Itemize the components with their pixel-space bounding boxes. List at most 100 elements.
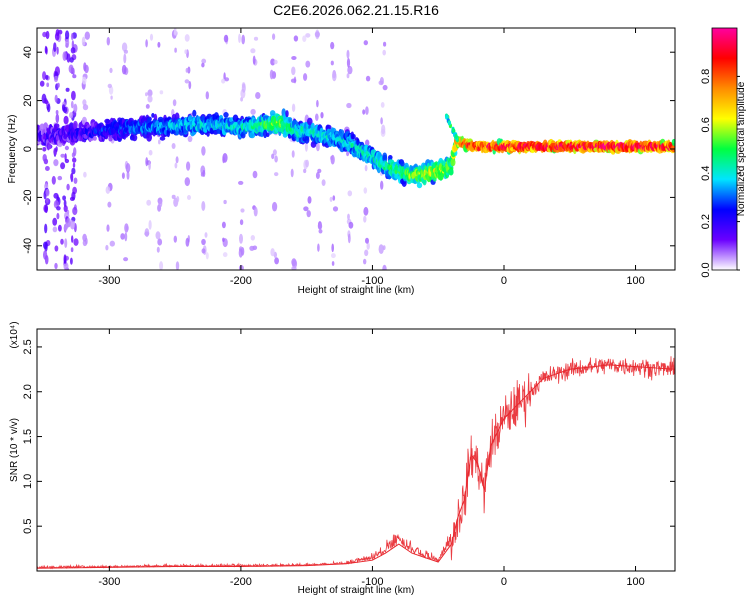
spectrogram-x-tick-label: 0: [501, 275, 507, 287]
spectrogram-noise-cell: [305, 33, 311, 38]
spectrogram-noise-cell: [304, 141, 308, 152]
spectrogram-noise-cell: [329, 196, 333, 202]
spectrogram-noise-cell: [381, 124, 386, 135]
spectrogram-noise-cell: [57, 175, 63, 181]
spectrogram-y-tick-label: 20: [22, 94, 34, 106]
spectrogram-noise-cell: [378, 80, 384, 86]
spectrogram-noise-cell: [223, 34, 229, 43]
spectrogram-noise-cell: [291, 266, 297, 270]
spectrogram-noise-cell: [188, 81, 192, 90]
spectrogram-cell: [263, 129, 268, 139]
spectrogram-noise-cell: [223, 199, 227, 205]
spectrogram-noise-cell: [155, 231, 161, 240]
spectrogram-noise-cell: [241, 83, 246, 93]
spectrogram-noise-cell: [382, 264, 387, 270]
spectrogram-noise-cell: [171, 143, 176, 149]
spectrogram-cell: [73, 120, 78, 130]
spectrogram-noise-cell: [316, 99, 319, 108]
spectrogram-cell: [151, 113, 155, 118]
spectrogram-noise-cell: [44, 45, 48, 54]
spectrogram-noise-cell: [65, 87, 70, 92]
spectrogram-noise-cell: [321, 179, 326, 187]
colorbar-tick-label: 0.0: [700, 262, 712, 277]
snr-x-tick-label: -100: [361, 576, 383, 588]
spectrogram-noise-cell: [72, 157, 77, 163]
spectrogram-noise-cell: [320, 112, 324, 119]
spectrogram-noise-cell: [271, 153, 275, 160]
spectrogram-noise-cell: [274, 172, 279, 177]
spectrogram-noise-cell: [106, 36, 111, 46]
spectrogram-noise-cell: [224, 77, 230, 82]
spectrogram-noise-cell: [330, 60, 334, 66]
spectrogram-noise-cell: [380, 102, 385, 108]
spectrogram-cell: [671, 138, 675, 146]
spectrogram-noise-cell: [53, 42, 57, 52]
spectrogram-noise-cell: [332, 195, 336, 201]
spectrogram-noise-cell: [201, 146, 206, 156]
spectrogram-noise-cell: [70, 100, 74, 109]
spectrogram-noise-cell: [43, 241, 48, 250]
spectrogram-noise-cell: [222, 156, 225, 164]
spectrogram-noise-cell: [270, 248, 275, 257]
spectrogram-noise-cell: [315, 171, 320, 180]
spectrogram-noise-cell: [145, 104, 150, 109]
spectrogram-noise-cell: [332, 71, 337, 82]
spectrogram-noise-cell: [60, 162, 66, 170]
spectrogram-noise-cell: [126, 170, 130, 180]
spectrogram-noise-cell: [55, 110, 59, 115]
spectrogram-noise-cell: [44, 223, 48, 234]
spectrogram-noise-cell: [121, 42, 128, 52]
spectrogram-noise-cell: [306, 210, 311, 218]
spectrogram-noise-cell: [63, 205, 68, 213]
spectrogram-noise-cell: [109, 240, 116, 247]
spectrogram-noise-cell: [250, 108, 256, 115]
spectrogram-noise-cell: [65, 38, 70, 47]
spectrogram-noise-cell: [73, 238, 79, 246]
spectrogram-noise-cell: [347, 65, 353, 75]
spectrogram-y-tick-label: -40: [22, 238, 34, 254]
spectrogram-noise-cell: [69, 112, 74, 119]
spectrogram-noise-cell: [346, 102, 352, 109]
spectrogram-noise-cell: [70, 257, 73, 265]
colorbar-tick-label: 0.4: [700, 166, 712, 181]
spectrogram-noise-cell: [274, 257, 279, 265]
spectrogram-noise-cell: [347, 213, 350, 220]
spectrogram-noise-cell: [365, 106, 369, 115]
spectrogram-noise-cell: [42, 147, 47, 152]
spectrogram-noise-cell: [187, 135, 193, 143]
spectrogram-noise-cell: [316, 142, 320, 152]
colorbar-tick-label: 0.2: [700, 214, 712, 229]
spectrogram-noise-cell: [315, 113, 319, 121]
spectrogram-noise-cell: [58, 224, 62, 232]
spectrogram-noise-cell: [173, 235, 177, 243]
spectrogram-noise-cell: [184, 34, 190, 42]
spectrogram-noise-cell: [73, 103, 78, 113]
snr-scale-label: (x10⁴): [9, 321, 20, 348]
spectrogram-noise-cell: [172, 99, 177, 107]
spectrogram-noise-cell: [346, 73, 350, 79]
spectrogram-noise-cell: [72, 206, 78, 216]
spectrogram-noise-cell: [159, 261, 164, 270]
spectrogram-noise-cell: [331, 261, 335, 266]
spectrogram-noise-cell: [366, 242, 370, 250]
spectrogram-noise-cell: [70, 33, 74, 41]
spectrogram-cell: [447, 120, 452, 126]
spectrogram-noise-cell: [201, 58, 207, 64]
spectrogram-x-label: Height of straight line (km): [298, 285, 415, 296]
spectrogram-noise-cell: [272, 149, 277, 156]
spectrogram-noise-cell: [302, 35, 307, 42]
spectrogram-noise-cell: [205, 91, 209, 100]
spectrogram-noise-cell: [222, 252, 228, 258]
spectrogram-noise-cell: [201, 248, 206, 254]
spectrogram-noise-cell: [148, 160, 151, 171]
spectrogram-cell: [450, 158, 456, 167]
spectrogram-noise-cell: [60, 153, 65, 158]
spectrogram-noise-cell: [63, 106, 68, 114]
colorbar: 0.0 0.2 0.4 0.6 0.8 Normalized spectral ampl…: [700, 27, 747, 278]
spectrogram-noise-cell: [158, 139, 161, 145]
spectrogram-noise-cell: [239, 233, 243, 244]
spectrogram-noise-cell: [249, 245, 255, 251]
colorbar-tick-label: 0.6: [700, 117, 712, 132]
spectrogram-noise-cell: [291, 103, 296, 113]
